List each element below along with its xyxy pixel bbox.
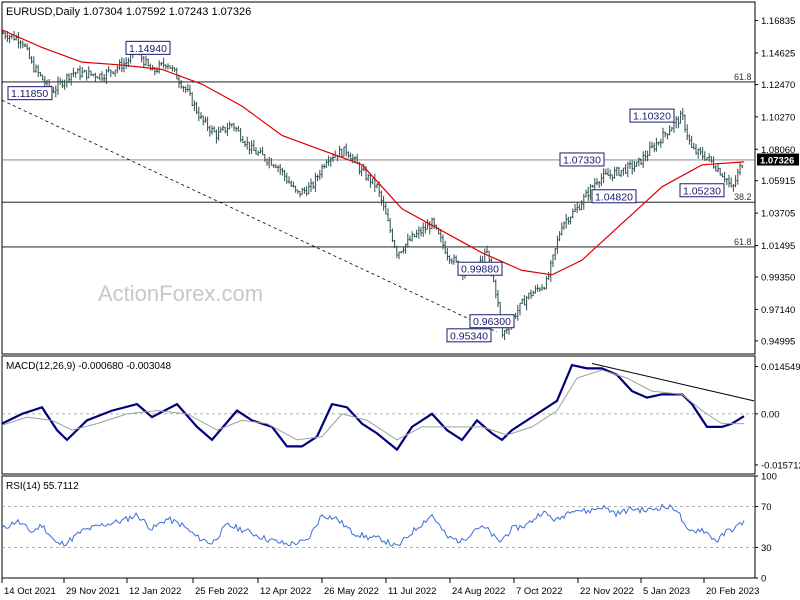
price-y-tick-label: 1.01495 — [761, 241, 795, 252]
price-y-tick-label: 0.97140 — [761, 305, 795, 316]
time-tick-label: 11 Jul 2022 — [388, 586, 436, 597]
macd-macd-line — [1, 363, 745, 452]
time-tick-label: 25 Feb 2022 — [195, 586, 248, 597]
rsi-line — [1, 503, 745, 547]
price-label: 1.05230 — [679, 183, 725, 198]
last-price-text: 1.07326 — [760, 156, 794, 167]
time-tick-label: 29 Nov 2021 — [66, 586, 120, 597]
time-tick-label: 24 Aug 2022 — [452, 586, 505, 597]
watermark: ActionForex.com — [98, 281, 263, 306]
rsi-panel: RSI(14) 55.7112 100 70 30 0 — [1, 472, 777, 585]
price-label-box — [469, 314, 515, 329]
price-label: 1.11850 — [7, 86, 53, 101]
macd-axis: 0.014549 0.00 -0.015712 — [755, 362, 800, 471]
rsi-title: RSI(14) 55.7112 — [6, 481, 79, 492]
price-label-box — [446, 328, 492, 343]
price-label-text: 1.07330 — [563, 154, 601, 166]
price-y-tick-label: 1.08060 — [761, 145, 795, 156]
price-y-tick-label: 0.99350 — [761, 273, 795, 284]
price-axis: 1.16835 1.14625 1.12470 1.10270 1.08060 1.059… — [755, 16, 799, 347]
price-label-box — [125, 40, 171, 55]
price-annotations: 61.8 38.2 61.8 1.14940 1.11850 1.10320 1.07330… — [7, 40, 752, 343]
price-panel: EURUSD,Daily 1.07304 1.07592 1.07243 1.0… — [1, 1, 799, 355]
price-title: EURUSD,Daily 1.07304 1.07592 1.07243 1.0… — [6, 6, 251, 18]
price-label-text: 1.10320 — [633, 111, 671, 123]
price-label-box — [679, 183, 725, 198]
price-label-box — [591, 189, 637, 204]
time-axis: 14 Oct 2021 29 Nov 2021 12 Jan 2022 25 Feb … — [1, 578, 759, 597]
time-tick-label: 14 Oct 2021 — [4, 586, 56, 597]
rsi-axis: 100 70 30 0 — [755, 472, 777, 585]
price-label: 0.95340 — [446, 328, 492, 343]
macd-title: MACD(12,26,9) -0.000680 -0.003048 — [6, 361, 172, 372]
price-lines — [1, 81, 755, 333]
price-label-text: 1.11850 — [11, 88, 48, 100]
time-tick-label: 26 May 2022 — [324, 586, 379, 597]
macd-panel: MACD(12,26,9) -0.000680 -0.003048 0.0145… — [1, 355, 800, 475]
price-label: 1.04820 — [591, 189, 637, 204]
rsi-y-tick-label: 0 — [761, 574, 766, 585]
last-price-tag — [757, 153, 799, 166]
price-label-box — [457, 261, 503, 276]
rsi-series — [1, 503, 755, 548]
time-tick-label: 7 Oct 2022 — [516, 586, 562, 597]
time-tick-label: 22 Nov 2022 — [580, 586, 634, 597]
price-plot-area — [1, 1, 756, 355]
price-y-tick-label: 1.05915 — [761, 176, 795, 187]
price-y-tick-label: 1.10270 — [761, 112, 795, 123]
fib-label: 38.2 — [734, 192, 752, 202]
fib-label: 61.8 — [734, 72, 752, 82]
dotted-trendline — [1, 99, 498, 333]
rsi-y-tick-label: 70 — [761, 502, 772, 513]
rsi-y-tick-label: 30 — [761, 543, 772, 554]
price-label-text: 1.05230 — [683, 185, 721, 197]
price-y-tick-label: 0.94995 — [761, 336, 795, 347]
time-tick-label: 20 Feb 2023 — [706, 586, 759, 597]
time-tick-label: 12 Apr 2022 — [260, 586, 311, 597]
price-label-text: 0.95340 — [450, 330, 488, 342]
price-y-tick-label: 1.14625 — [761, 48, 795, 59]
price-label-box — [559, 152, 605, 167]
price-label-text: 1.14940 — [129, 43, 167, 55]
price-label-box — [629, 108, 675, 123]
moving-average-line — [1, 29, 745, 276]
price-series — [1, 29, 745, 341]
macd-y-tick-label: 0.00 — [761, 409, 780, 420]
price-y-tick-label: 1.16835 — [761, 16, 795, 27]
time-tick-label: 5 Jan 2023 — [643, 586, 690, 597]
macd-plot-area — [1, 355, 756, 475]
fib-label: 61.8 — [734, 237, 752, 247]
price-label-text: 0.96300 — [473, 316, 511, 328]
price-y-tick-label: 1.12470 — [761, 80, 795, 91]
price-label: 0.96300 — [469, 314, 515, 329]
rsi-y-tick-label: 100 — [761, 472, 777, 483]
price-label: 1.14940 — [125, 40, 171, 55]
price-label-text: 1.04820 — [595, 191, 633, 203]
price-label-text: 0.99880 — [461, 264, 499, 276]
price-label: 1.07330 — [559, 152, 605, 167]
price-label: 0.99880 — [457, 261, 503, 276]
rsi-plot-area — [1, 475, 756, 579]
price-label: 1.10320 — [629, 108, 675, 123]
macd-y-tick-label: -0.015712 — [761, 460, 800, 471]
price-label-box — [7, 86, 53, 101]
price-y-tick-label: 1.03705 — [761, 209, 795, 220]
macd-y-tick-label: 0.014549 — [761, 362, 800, 373]
macd-signal-line — [1, 369, 744, 441]
time-tick-label: 12 Jan 2022 — [129, 586, 181, 597]
macd-trendline — [591, 362, 755, 402]
macd-series — [1, 362, 755, 452]
